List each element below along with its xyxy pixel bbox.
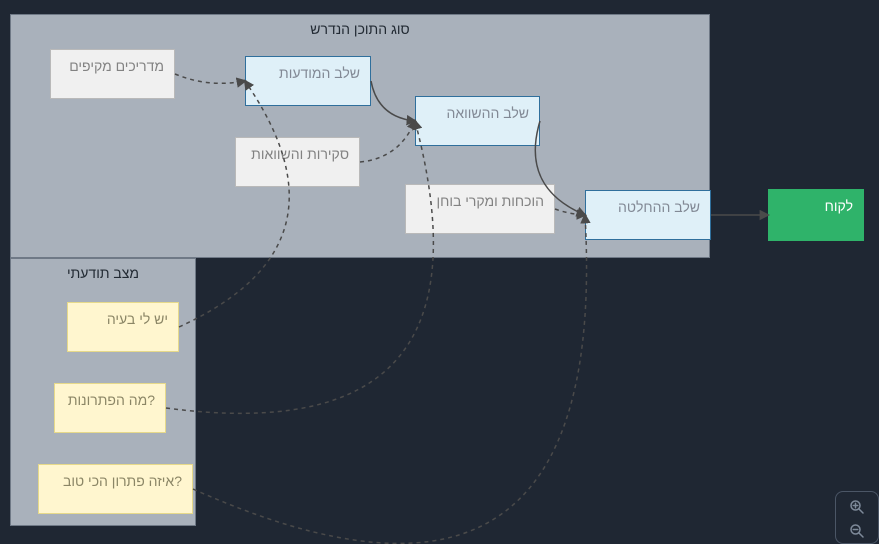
container-label-required-content: סוג התוכן הנדרש	[310, 21, 409, 37]
node-best_solution[interactable]: ?איזה פתרון הכי טוב	[38, 464, 193, 514]
node-case_studies[interactable]: הוכחות ומקרי בוחן	[405, 184, 555, 234]
node-decision[interactable]: שלב ההחלטה	[585, 190, 711, 240]
node-guides[interactable]: מדריכים מקיפים	[50, 49, 175, 99]
node-problem[interactable]: יש לי בעיה	[67, 302, 179, 352]
zoom-in-icon[interactable]	[848, 498, 866, 516]
node-solutions[interactable]: ?מה הפתרונות	[54, 383, 166, 433]
container-label-awareness-state: מצב תודעתי	[67, 265, 139, 281]
zoom-out-icon[interactable]	[848, 522, 866, 540]
node-awareness[interactable]: שלב המודעות	[245, 56, 371, 106]
zoom-panel	[835, 491, 879, 544]
node-comparison[interactable]: שלב ההשוואה	[415, 96, 540, 146]
diagram-canvas: סוג התוכן הנדרש מצב תודעתי מדריכים מקיפים ש…	[0, 0, 879, 544]
edge-best_solution-to-decision	[193, 215, 587, 543]
node-reviews[interactable]: סקירות והשוואות	[235, 137, 360, 187]
node-customer[interactable]: לקוח	[768, 189, 864, 241]
